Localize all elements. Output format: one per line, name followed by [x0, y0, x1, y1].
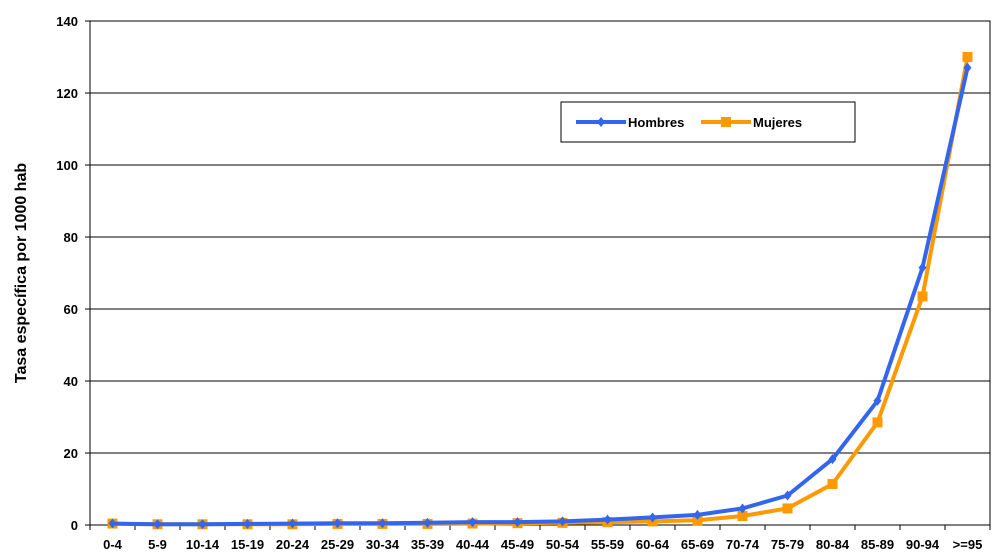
- data-point: [423, 517, 432, 528]
- x-tick-label: >=95: [953, 537, 983, 552]
- data-point: [783, 490, 792, 501]
- x-tick-label: 20-24: [276, 537, 310, 552]
- data-point: [603, 514, 612, 525]
- x-tick-label: 60-64: [636, 537, 670, 552]
- x-tick-label: 35-39: [411, 537, 444, 552]
- x-tick-label: 90-94: [906, 537, 940, 552]
- y-tick-label: 40: [64, 374, 78, 389]
- data-point: [917, 291, 928, 302]
- data-point: [827, 478, 838, 489]
- x-tick-label: 15-19: [231, 537, 264, 552]
- x-tick-label: 10-14: [186, 537, 220, 552]
- data-point: [198, 519, 207, 530]
- data-point: [333, 518, 342, 529]
- legend: Hombres Mujeres: [560, 101, 856, 143]
- legend-marker: [597, 117, 605, 127]
- data-point: [963, 62, 972, 73]
- data-point: [153, 519, 162, 530]
- data-point: [872, 417, 883, 428]
- y-axis-label: Tasa específica por 1000 hab: [13, 163, 30, 383]
- y-tick-label: 100: [56, 158, 78, 173]
- data-point: [962, 52, 973, 62]
- y-tick-label: 80: [64, 230, 78, 245]
- x-tick-label: 55-59: [591, 537, 624, 552]
- series-line: [112, 67, 970, 527]
- data-point: [873, 395, 882, 406]
- x-tick-label: 70-74: [726, 537, 760, 552]
- y-tick-label: 60: [64, 302, 78, 317]
- grid-lines: [90, 92, 990, 454]
- legend-label: Hombres: [628, 115, 684, 130]
- data-point: [738, 503, 747, 514]
- x-tick-label: 5-9: [148, 537, 167, 552]
- plot-area-frame: [89, 20, 991, 526]
- data-point: [782, 503, 793, 514]
- x-tick-label: 65-69: [681, 537, 714, 552]
- x-axis-ticks: 0-4 5-9 10-14 15-19 20-24 25-29 30-34 35-39 40-4…: [89, 525, 991, 552]
- x-tick-label: 40-44: [456, 537, 490, 552]
- data-point: [243, 518, 252, 529]
- y-tick-label: 120: [56, 86, 78, 101]
- y-tick-label: 20: [64, 446, 78, 461]
- y-tick-label: 140: [56, 14, 78, 29]
- legend-item-mujeres: Mujeres: [701, 115, 802, 130]
- y-tick-label: 0: [71, 518, 78, 533]
- x-tick-label: 75-79: [771, 537, 804, 552]
- x-tick-label: 25-29: [321, 537, 354, 552]
- x-tick-label: 50-54: [546, 537, 580, 552]
- data-point: [288, 518, 297, 529]
- y-axis-ticks: 0 20 40 60 80 100 120 140: [56, 14, 90, 533]
- series-hombres: [108, 62, 972, 530]
- data-point: [737, 511, 748, 521]
- data-point: [513, 517, 522, 528]
- data-point: [108, 518, 117, 529]
- data-point: [468, 517, 477, 528]
- data-point: [692, 515, 703, 526]
- data-point: [918, 262, 927, 273]
- legend-item-hombres: Hombres: [576, 115, 684, 130]
- legend-marker: [721, 117, 731, 127]
- legend-label: Mujeres: [753, 115, 802, 130]
- x-tick-label: 0-4: [103, 537, 123, 552]
- x-tick-label: 80-84: [816, 537, 850, 552]
- series-layer: [107, 52, 973, 530]
- data-point: [378, 518, 387, 529]
- data-point: [648, 512, 657, 523]
- x-tick-label: 30-34: [366, 537, 400, 552]
- data-point: [558, 516, 567, 527]
- x-tick-label: 45-49: [501, 537, 534, 552]
- data-point: [828, 454, 837, 465]
- x-tick-label: 85-89: [861, 537, 894, 552]
- data-point: [693, 509, 702, 520]
